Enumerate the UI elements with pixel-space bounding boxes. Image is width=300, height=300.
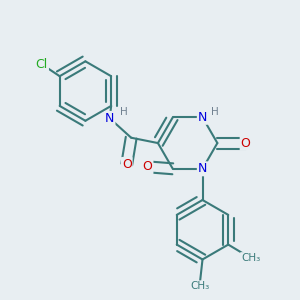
Text: H: H [120,107,128,118]
Text: O: O [142,160,152,173]
Text: CH₃: CH₃ [190,281,209,291]
Text: O: O [122,158,132,171]
Text: N: N [198,162,207,175]
Text: H: H [212,107,219,117]
Text: CH₃: CH₃ [241,253,260,263]
Text: Cl: Cl [36,58,48,71]
Text: N: N [198,111,207,124]
Text: O: O [241,136,250,150]
Text: N: N [105,112,115,125]
